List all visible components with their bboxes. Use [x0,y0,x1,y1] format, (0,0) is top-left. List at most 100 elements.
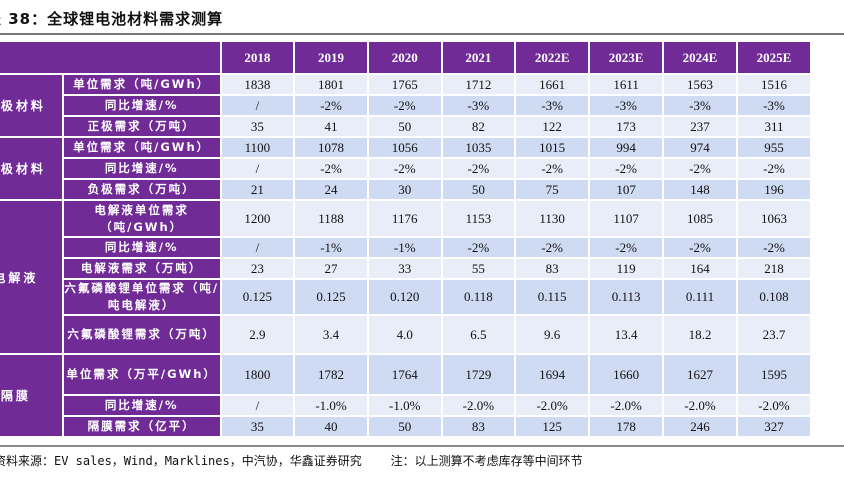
table-row: 六氟磷酸锂需求（万吨） 2.9 3.4 4.0 6.5 9.6 13.4 18.2 23.7 [0,316,810,353]
value-cell: 23 [221,259,294,278]
table-row: 负极需求（万吨） 21 24 30 50 75 107 148 196 [0,180,810,199]
value-cell: 1085 [664,201,736,236]
table-row: 正极需求（万吨） 35 41 50 82 122 173 237 311 [0,117,810,136]
row-label: 正极需求（万吨） [63,117,220,136]
value-cell: 50 [368,117,441,136]
value-cell: 1595 [737,355,810,394]
top-rule [0,33,844,35]
value-cell: 0.125 [295,280,367,314]
table-row: 同比增速/% / -2% -2% -2% -2% -2% -2% -2% [0,159,810,178]
value-cell: 75 [516,180,589,199]
value-cell: 1078 [295,138,367,157]
row-label: 单位需求（吨/GWh） [63,75,220,94]
value-cell: 21 [221,180,294,199]
value-cell: -2% [590,159,663,178]
value-cell: 0.111 [664,280,736,314]
value-cell: -2.0% [516,396,589,415]
value-cell: 4.0 [368,316,441,353]
value-cell: 196 [737,180,810,199]
value-cell: 30 [368,180,441,199]
header-year: 2020 [368,42,441,73]
category-cell: 隔膜 [0,355,62,436]
value-cell: / [221,396,294,415]
value-cell: 27 [295,259,367,278]
header-blank [0,42,220,73]
table-row: 电解液电解液单位需求（吨/GWh）12001188117611531130110… [0,201,810,353]
row-label: 同比增速/% [63,159,220,178]
value-cell: 0.113 [590,280,663,314]
value-cell: -2% [737,238,810,257]
value-cell: 1801 [295,75,367,94]
table-title: 表 38：全球锂电池材料需求测算 [0,10,224,28]
value-cell: 1712 [442,75,515,94]
materials-demand-table: 20182019202020212022E2023E2024E2025E正极材料… [0,40,812,438]
table-row: 同比增速/% / -2% -2% -3% -3% -3% -3% -3% [0,96,810,115]
value-cell: 18.2 [664,316,736,353]
value-cell: -2% [737,159,810,178]
source-note: 资料来源：EV sales，Wind，Marklines，中汽协，华鑫证券研究 … [0,454,583,468]
value-cell: 50 [368,417,441,436]
header-year: 2021 [442,42,515,73]
value-cell: / [221,238,294,257]
value-cell: 1063 [737,201,810,236]
table-row: 隔膜 单位需求（万平/GWh） 1800 1782 1764 1729 1694 1660 16… [0,355,810,436]
header-year: 2018 [221,42,294,73]
value-cell: 218 [737,259,810,278]
value-cell: 148 [664,180,736,199]
table-row: 同比增速/% / -1.0% -1.0% -2.0% -2.0% -2.0% -2.0% -2.… [0,396,810,415]
value-cell: 125 [516,417,589,436]
value-cell: -3% [664,96,736,115]
value-cell: 1800 [221,355,294,394]
value-cell: 311 [737,117,810,136]
value-cell: 0.115 [516,280,589,314]
value-cell: -1% [295,238,367,257]
value-cell: 122 [516,117,589,136]
row-label: 同比增速/% [63,96,220,115]
header-year: 2022E [516,42,589,73]
value-cell: 23.7 [737,316,810,353]
value-cell: -1.0% [368,396,441,415]
value-cell: 1015 [516,138,589,157]
row-label: 单位需求（吨/GWh） [63,138,220,157]
row-label: 负极需求（万吨） [63,180,220,199]
table-row: 隔膜需求（亿平） 35 40 50 83 125 178 246 327 [0,417,810,436]
value-cell: -3% [516,96,589,115]
row-label: 同比增速/% [63,238,220,257]
row-label: 单位需求（万平/GWh） [63,355,220,394]
row-label: 六氟磷酸锂需求（万吨） [63,316,220,353]
table-row: 同比增速/% / -1% -1% -2% -2% -2% -2% -2% [0,238,810,257]
value-cell: 33 [368,259,441,278]
value-cell: 1660 [590,355,663,394]
value-cell: 178 [590,417,663,436]
value-cell: 1764 [368,355,441,394]
category-cell: 电解液 [0,201,62,353]
value-cell: 1563 [664,75,736,94]
value-cell: 1130 [516,201,589,236]
row-label: 同比增速/% [63,396,220,415]
value-cell: 1661 [516,75,589,94]
value-cell: 974 [664,138,736,157]
value-cell: 1729 [442,355,515,394]
value-cell: 994 [590,138,663,157]
value-cell: 2.9 [221,316,294,353]
value-cell: 1765 [368,75,441,94]
value-cell: 1516 [737,75,810,94]
value-cell: 82 [442,117,515,136]
value-cell: 1627 [664,355,736,394]
category-cell: 正极材料 [0,75,62,136]
value-cell: 237 [664,117,736,136]
table-row: 电解液需求（万吨） 23 27 33 55 83 119 164 218 [0,259,810,278]
value-cell: -1% [368,238,441,257]
value-cell: -2% [664,238,736,257]
header-year: 2025E [737,42,810,73]
header-year: 2023E [590,42,663,73]
value-cell: 1611 [590,75,663,94]
value-cell: 0.120 [368,280,441,314]
value-cell: 0.118 [442,280,515,314]
value-cell: 55 [442,259,515,278]
category-cell: 负极材料 [0,138,62,199]
value-cell: -2.0% [737,396,810,415]
row-label: 电解液单位需求（吨/GWh） [63,201,220,236]
table-row: 正极材料单位需求（吨/GWh）1838180117651712166116111… [0,75,810,136]
value-cell: 13.4 [590,316,663,353]
